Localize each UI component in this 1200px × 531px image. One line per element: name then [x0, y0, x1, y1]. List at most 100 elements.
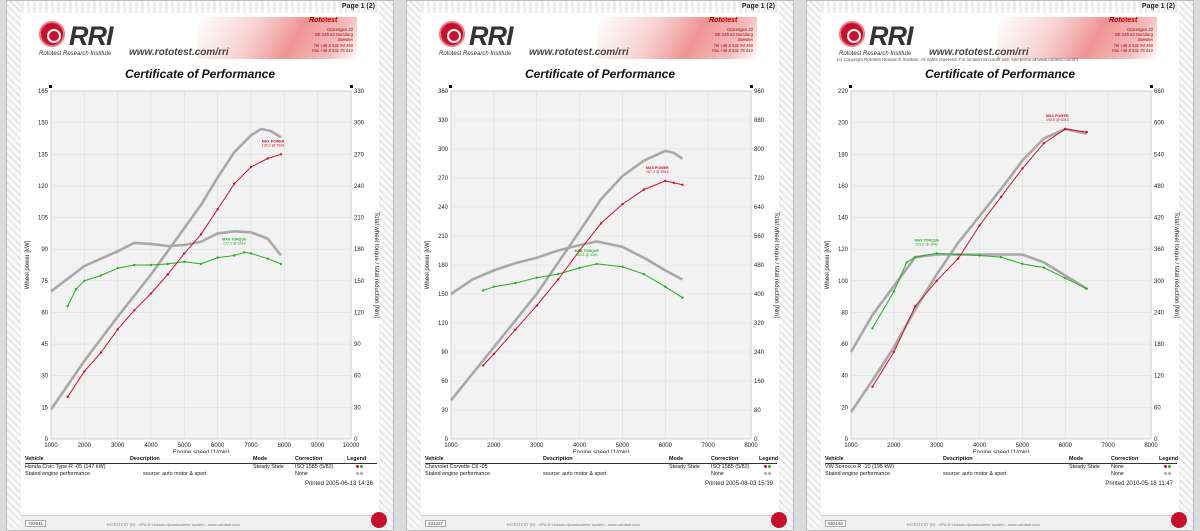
y2-tick-label: 330 [354, 89, 365, 95]
x-tick-label: 7000 [244, 443, 258, 449]
y-tick-label: 270 [438, 176, 449, 182]
x-tick-label: 9000 [311, 443, 325, 449]
data-point [149, 263, 153, 267]
page-top-bar [21, 1, 379, 13]
x-tick-label: 2000 [487, 443, 501, 449]
y-tick-label: 0 [445, 437, 449, 443]
y2-tick-label: 30 [354, 405, 361, 411]
table-header-row: Vehicle Description Mode Correction Lege… [825, 456, 1178, 464]
table-row: Chevrolet Corvette C6 -05 Steady State I… [425, 464, 777, 471]
y2-tick-label: 60 [1154, 405, 1161, 411]
page-top-bar [421, 1, 779, 13]
y-tick-label: 165 [38, 89, 49, 95]
y2-tick-label: 0 [1154, 437, 1158, 443]
performance-chart: 1000 2000 3000 4000 5000 6000 7000 800002040608… [825, 85, 1179, 453]
banner-address: Glasvägen 20 SE-145 63 Norsborg Sweden T… [1112, 27, 1153, 53]
certificate-page-1: Page 1 (2) RRI Rototest Research Institu… [6, 0, 394, 531]
header: RRI Rototest Research Institute www.roto… [37, 17, 359, 61]
y-tick-label: 0 [845, 437, 849, 443]
col-vehicle: Vehicle [425, 456, 444, 462]
data-point [978, 224, 981, 227]
data-point [892, 290, 896, 293]
col-description: Description [543, 456, 573, 462]
y2-tick-label: 180 [354, 247, 365, 253]
legend-swatch-stated [355, 471, 363, 477]
col-mode: Mode [253, 456, 268, 462]
max-torque-value: 177.2 @ 6814 [223, 241, 246, 245]
x-tick-label: 2000 [78, 443, 92, 449]
table-header-row: Vehicle Description Mode Correction Lege… [425, 456, 778, 464]
vehicle-table: Vehicle Description Mode Correction Lege… [425, 456, 778, 478]
data-point [149, 292, 153, 295]
max-power-label: MAX POWER [646, 166, 669, 170]
rototest-seal-icon [1171, 512, 1187, 528]
data-point [871, 327, 874, 330]
data-point [935, 279, 938, 283]
page-border-pattern [379, 1, 393, 530]
data-point [66, 395, 69, 399]
certificate-page-2: Page 1 (2) RRI Rototest Research Institu… [406, 0, 794, 531]
legend-swatch-stated [1163, 471, 1171, 477]
max-power-value: 135.2 @ 7898 [262, 143, 285, 147]
data-point [681, 183, 684, 186]
website-url[interactable]: www.rototest.com/rri [129, 47, 229, 58]
data-point [116, 266, 119, 270]
logo-subtitle: Rototest Research Institute [839, 51, 912, 57]
data-point [672, 181, 676, 185]
y2-tick-label: 360 [1154, 247, 1165, 253]
page-number: Page 1 (2) [741, 3, 775, 10]
page-number: Page 1 (2) [1141, 3, 1175, 10]
data-point [133, 309, 136, 312]
y2-tick-label: 400 [754, 292, 765, 298]
x-tick-label: 3000 [530, 443, 544, 449]
vehicle-table: Vehicle Description Mode Correction Lege… [825, 456, 1178, 478]
y2-tick-label: 560 [754, 234, 765, 240]
y2-tick-label: 150 [354, 279, 365, 285]
y2-tick-label: 880 [754, 118, 765, 124]
y2-tick-label: 180 [1154, 342, 1165, 348]
y2-axis-label: Total wheel torque / total reduction [Nm… [1173, 212, 1179, 318]
rototest-seal-icon [371, 512, 387, 528]
vehicle-name: VW Scirocco R -10 (195 kW) [825, 464, 894, 470]
legend-swatch-stated [763, 471, 771, 477]
y2-tick-label: 60 [354, 374, 361, 380]
y2-axis-label: Total wheel torque / total reduction [Nm… [373, 212, 379, 318]
col-legend: Legend [347, 456, 367, 462]
y2-tick-label: 720 [754, 176, 765, 182]
y-tick-label: 180 [838, 152, 849, 158]
table-row: Stated engine performance source: auto m… [825, 471, 1177, 478]
header-banner [197, 17, 357, 59]
website-url[interactable]: www.rototest.com/rri [529, 47, 629, 58]
data-point [578, 249, 581, 252]
y-tick-label: 330 [438, 118, 449, 124]
data-point [233, 254, 236, 257]
data-point [1021, 262, 1024, 266]
data-point [999, 255, 1003, 259]
data-point [99, 351, 103, 354]
data-point [1064, 276, 1067, 280]
y-tick-label: 135 [38, 152, 49, 158]
y-tick-label: 60 [841, 342, 848, 348]
y2-tick-label: 480 [754, 263, 765, 269]
y-tick-label: 0 [45, 437, 49, 443]
rri-logo-icon [39, 21, 65, 47]
x-axis-label: Engine speed [1/min] [573, 450, 630, 453]
logo-subtitle: Rototest Research Institute [439, 51, 512, 57]
y-tick-label: 240 [438, 205, 449, 211]
stated-label: Stated engine performance [25, 471, 91, 477]
x-tick-label: 1000 [844, 443, 858, 449]
x-tick-label: 4000 [973, 443, 987, 449]
vehicle-table: Vehicle Description Mode Correction Lege… [25, 456, 377, 478]
header-banner [597, 17, 757, 59]
data-point [978, 254, 981, 257]
col-mode: Mode [1069, 456, 1084, 462]
mode-value: Steady State [669, 464, 700, 470]
data-point [279, 153, 283, 156]
data-point [266, 157, 269, 160]
data-point [999, 195, 1003, 199]
y2-tick-label: 420 [1154, 216, 1165, 222]
website-url[interactable]: www.rototest.com/rri [929, 47, 1029, 58]
y-tick-label: 120 [38, 184, 49, 190]
y2-tick-label: 960 [754, 89, 765, 95]
data-point [556, 272, 560, 276]
